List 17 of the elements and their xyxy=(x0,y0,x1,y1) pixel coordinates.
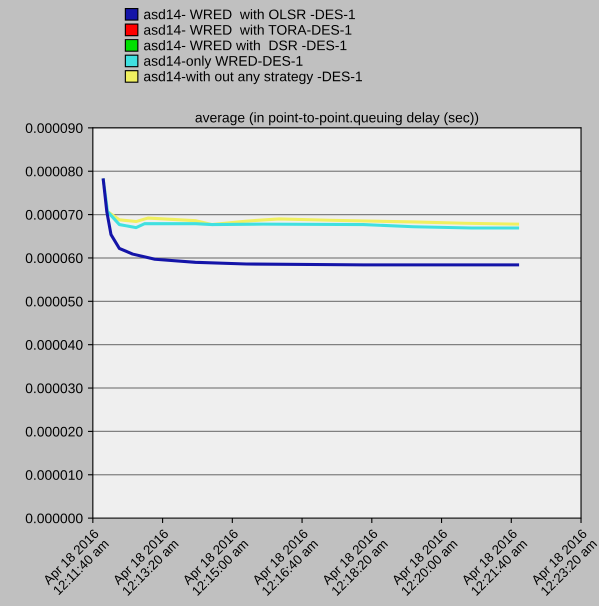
legend-label: asd14- WRED with TORA-DES-1 xyxy=(144,24,352,35)
y-tick-label: 0.000060 xyxy=(26,253,83,264)
legend-label: asd14-only WRED-DES-1 xyxy=(144,56,303,69)
y-tick-label: 0.000020 xyxy=(26,426,83,437)
y-tick-label: 0.000030 xyxy=(26,383,83,394)
legend-label: asd14- WRED with DSR -DES-1 xyxy=(144,40,346,50)
y-tick-label: 0.000040 xyxy=(26,340,83,350)
y-tick-label: 0.000070 xyxy=(26,210,83,220)
y-tick-label: 0.000000 xyxy=(26,513,83,524)
line-series xyxy=(102,178,520,266)
legend-label: asd14-with out any strategy -DES-1 xyxy=(144,71,362,84)
y-tick-label: 0.000080 xyxy=(26,166,83,176)
y-tick-label: 0.000090 xyxy=(26,123,83,134)
legend-label: asd14- WRED with OLSR -DES-1 xyxy=(144,9,355,20)
y-tick-label: 0.000050 xyxy=(26,296,83,306)
chart-title: average (in point-to-point.queuing delay (sec)) xyxy=(195,112,478,126)
y-tick-label: 0.000010 xyxy=(26,470,83,480)
